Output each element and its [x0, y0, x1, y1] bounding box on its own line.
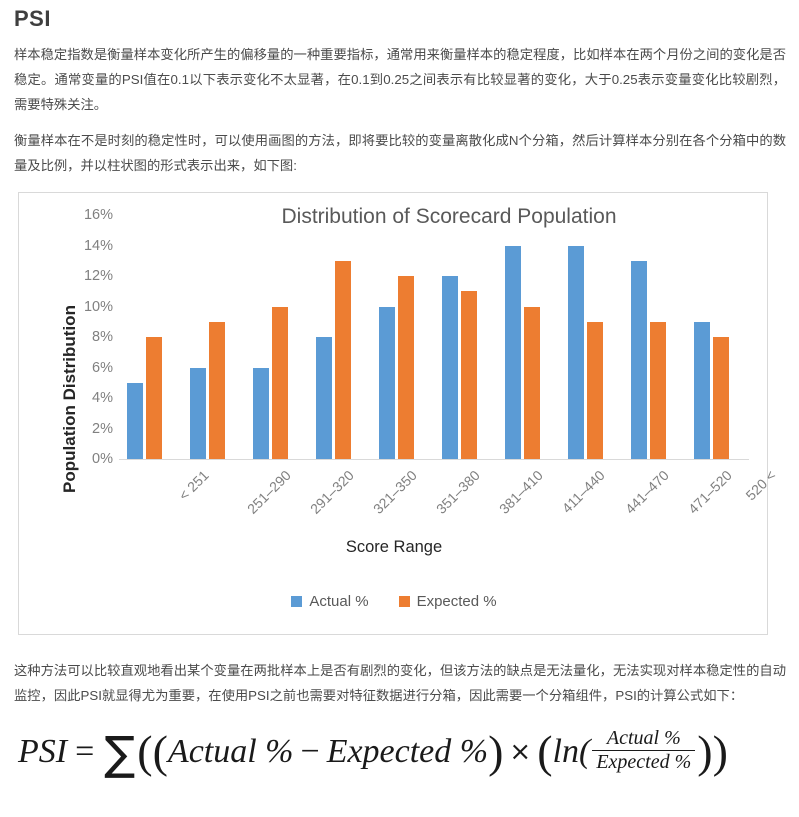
bar-actual[interactable]	[694, 321, 710, 459]
bar-actual[interactable]	[190, 367, 206, 459]
method-paragraph: 衡量样本在不是时刻的稳定性时，可以使用画图的方法，即将要比较的变量离散化成N个分…	[14, 133, 786, 173]
bar-group	[686, 215, 749, 459]
x-tick-label: 351–380	[432, 467, 483, 517]
formula-close-paren-1: )	[488, 726, 504, 778]
bar-group	[119, 215, 182, 459]
y-tick-label: 14%	[83, 237, 113, 254]
y-tick-label: 10%	[83, 298, 113, 315]
bar-expected[interactable]	[272, 306, 288, 459]
bar-actual[interactable]	[127, 382, 143, 459]
bar-group	[434, 215, 497, 459]
bar-actual[interactable]	[568, 245, 584, 459]
bar-expected[interactable]	[524, 306, 540, 459]
bar-actual[interactable]	[316, 337, 332, 459]
formula-close-parens: ))	[697, 726, 728, 778]
legend-swatch-icon	[398, 596, 410, 607]
y-tick-label: 4%	[92, 390, 113, 406]
psi-formula: PSI = ∑ (( Actual % − Expected % ) × ( l…	[18, 726, 728, 781]
bar-group	[371, 215, 434, 459]
formula-minus: −	[300, 732, 320, 770]
x-tick-label: < 251	[174, 467, 212, 504]
plot-area	[119, 215, 749, 459]
conclusion-paragraph: 这种方法可以比较直观地看出某个变量在两批样本上是否有剧烈的变化，但该方法的缺点是…	[14, 663, 786, 703]
y-axis-ticks: 16% 14% 12% 10% 8% 6% 4% 2% 0%	[67, 193, 113, 636]
intro-paragraph: 样本稳定指数是衡量样本变化所产生的偏移量的一种重要指标，通常用来衡量样本的稳定程…	[14, 47, 786, 112]
bar-group	[560, 215, 623, 459]
page-title: PSI	[14, 6, 51, 31]
chart-legend: Actual % Expected %	[19, 593, 769, 610]
formula-open-parens: ((	[137, 726, 168, 778]
bar-group	[497, 215, 560, 459]
formula-fraction: Actual % Expected %	[592, 727, 696, 774]
legend-item[interactable]: Expected %	[398, 593, 497, 610]
y-tick-label: 8%	[92, 329, 113, 345]
bar-group	[308, 215, 371, 459]
bar-expected[interactable]	[587, 321, 603, 459]
x-axis-title: Score Range	[345, 538, 443, 556]
bar-actual[interactable]	[253, 367, 269, 459]
x-tick-label: 520 <	[741, 467, 779, 504]
summation-symbol: ∑	[104, 726, 136, 781]
bar-actual[interactable]	[631, 260, 647, 459]
formula-lhs: PSI	[18, 732, 68, 770]
chart-panel: Distribution of Scorecard Population Pop…	[18, 192, 778, 636]
formula-expected-term: Expected %	[326, 732, 489, 770]
bar-actual[interactable]	[442, 276, 458, 459]
x-tick-label: 321–350	[369, 467, 420, 517]
x-tick-label: 441–470	[621, 467, 672, 517]
bar-expected[interactable]	[209, 321, 225, 459]
bar-expected[interactable]	[335, 260, 351, 459]
formula-actual-term: Actual %	[167, 732, 294, 770]
bar-actual[interactable]	[505, 245, 521, 459]
legend-swatch-icon	[291, 596, 303, 607]
fraction-denominator: Expected %	[592, 750, 696, 774]
y-tick-label: 6%	[92, 359, 113, 376]
x-axis-line	[119, 459, 749, 460]
y-tick-label: 16%	[83, 207, 113, 223]
x-tick-label: 471–520	[684, 467, 735, 517]
x-tick-label: 411–440	[558, 467, 608, 517]
bar-group	[245, 215, 308, 459]
chart-title: Distribution of Scorecard Population	[281, 205, 617, 228]
bar-actual[interactable]	[379, 306, 395, 459]
legend-label: Expected %	[416, 593, 497, 610]
bar-expected[interactable]	[461, 291, 477, 459]
bar-group	[623, 215, 686, 459]
formula-open-paren-2: (	[537, 726, 553, 778]
y-tick-label: 0%	[92, 451, 113, 467]
x-tick-label: 381–410	[495, 467, 546, 517]
bar-expected[interactable]	[146, 337, 162, 459]
y-tick-label: 2%	[92, 420, 113, 437]
bar-expected[interactable]	[398, 276, 414, 459]
x-axis-ticks: < 251 251–290 291–320 321–350 351–380 381–410…	[119, 461, 778, 531]
formula-times: ×	[509, 736, 532, 767]
fraction-numerator: Actual %	[606, 727, 681, 749]
bar-expected[interactable]	[650, 321, 666, 459]
y-tick-label: 12%	[83, 268, 113, 284]
formula-ln: ln(	[552, 732, 591, 770]
x-tick-label: 251–290	[243, 467, 294, 517]
bar-expected[interactable]	[713, 337, 729, 459]
x-tick-label: 291–320	[306, 467, 357, 517]
formula-equals: =	[75, 732, 95, 770]
bar-group	[182, 215, 245, 459]
legend-label: Actual %	[309, 593, 369, 610]
legend-item[interactable]: Actual %	[291, 593, 369, 610]
